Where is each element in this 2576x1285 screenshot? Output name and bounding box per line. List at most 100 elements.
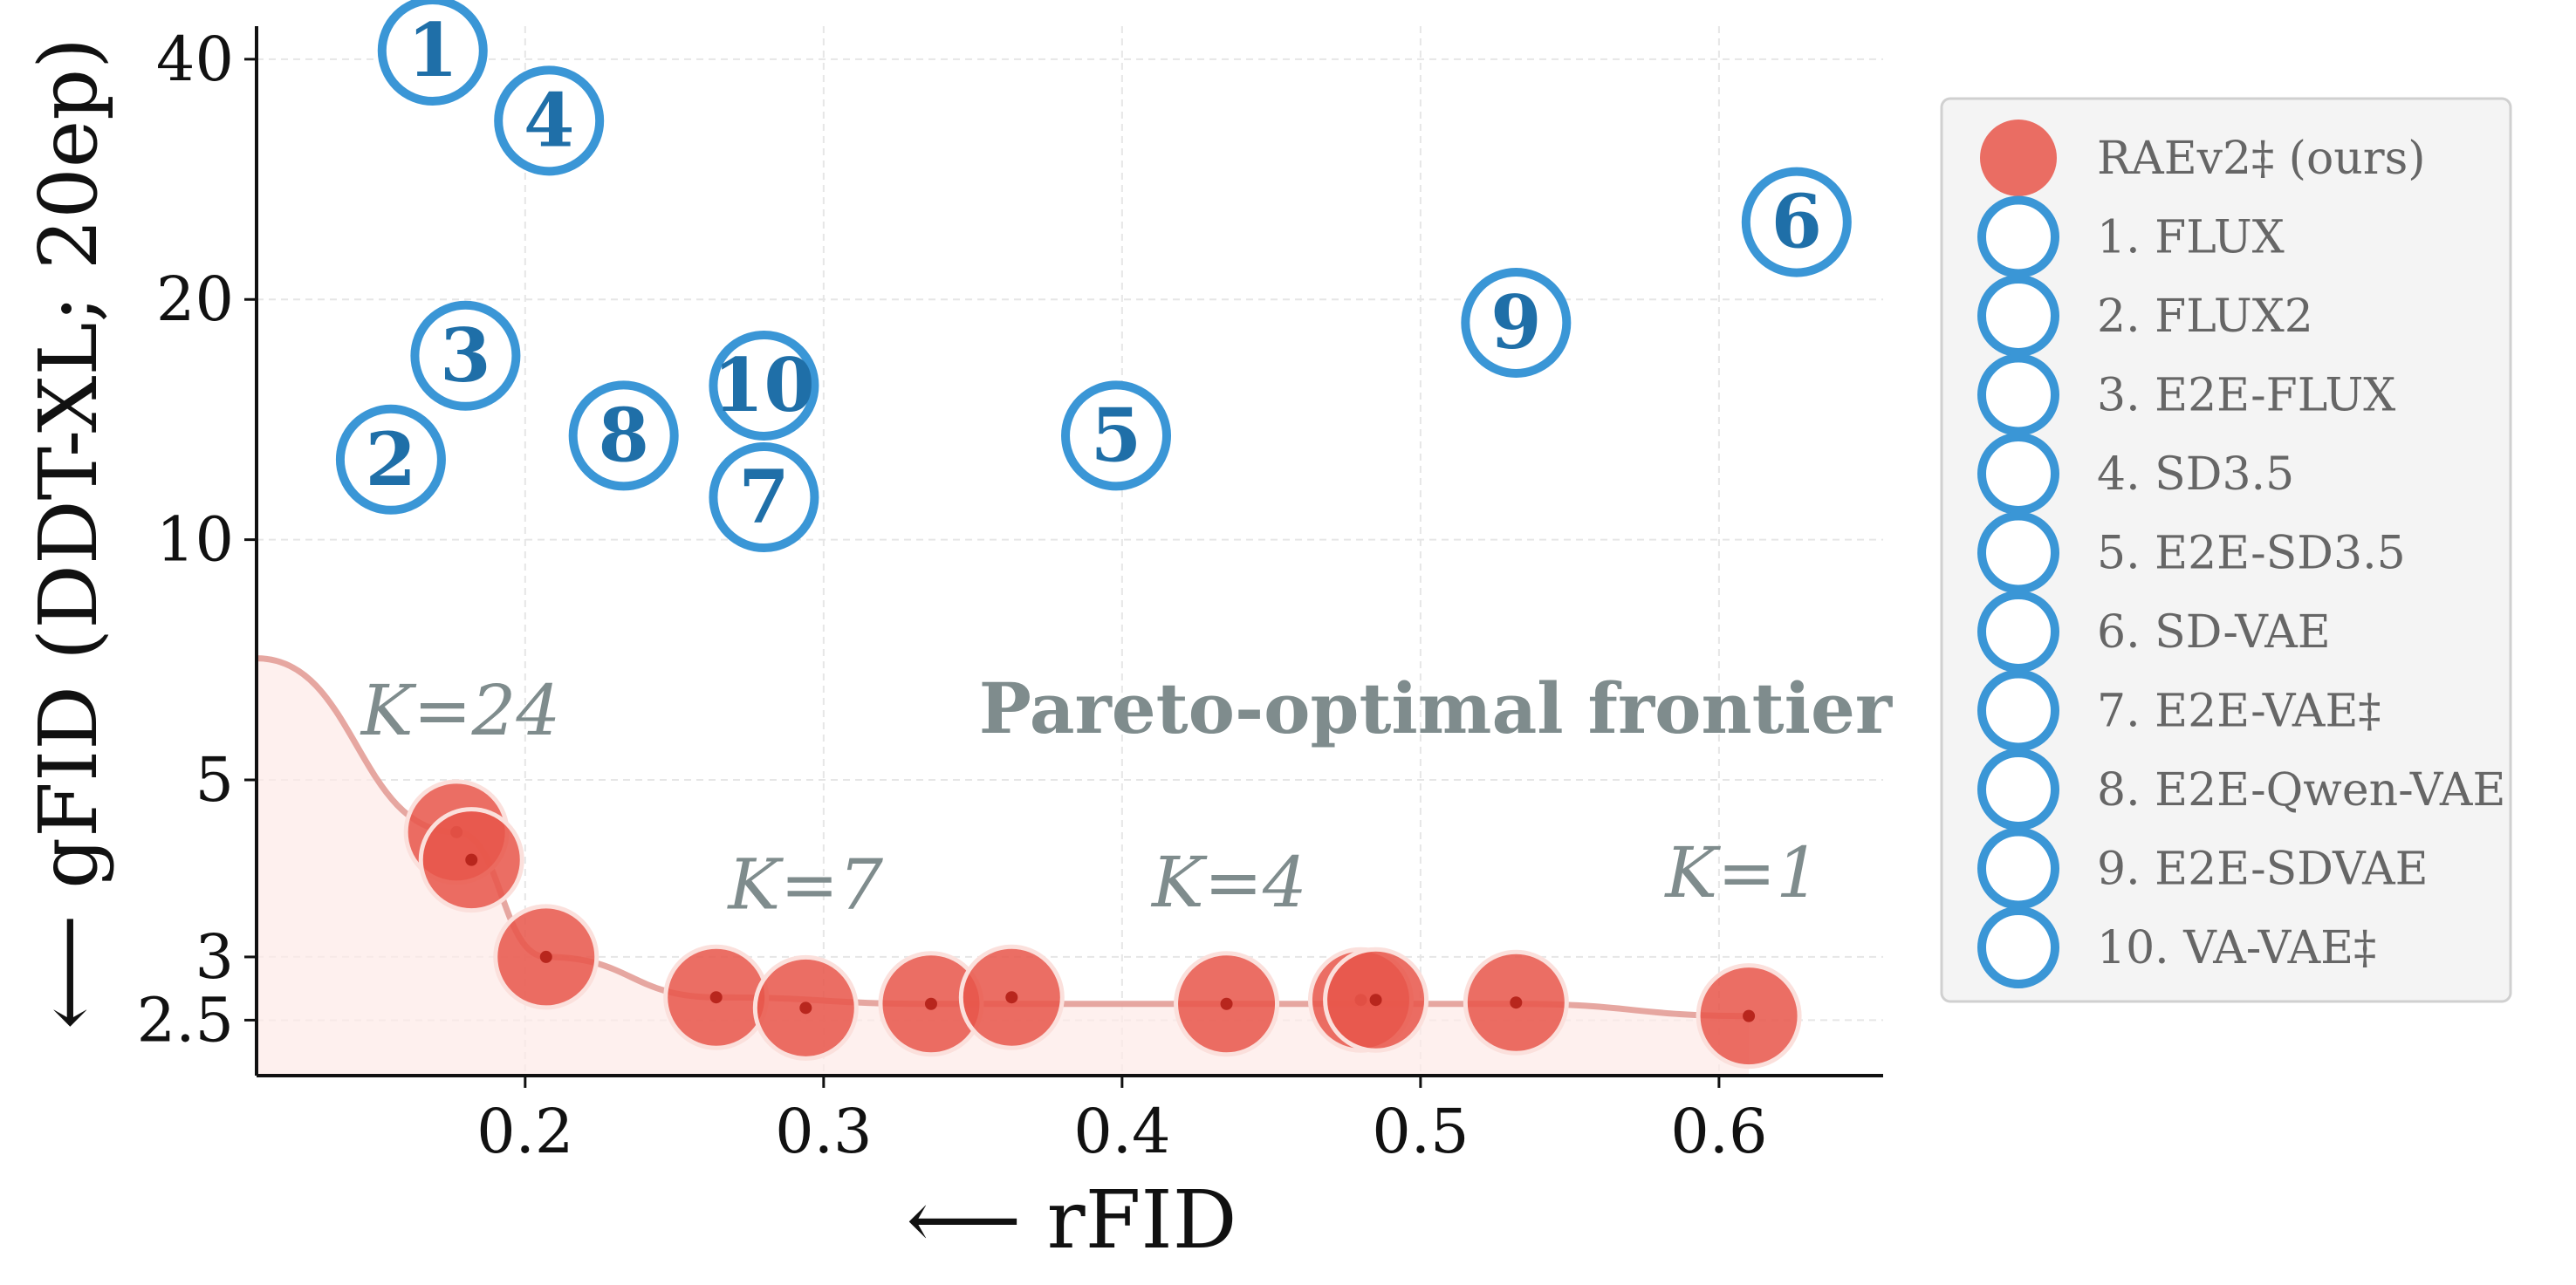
raev2-point [1174,951,1280,1057]
baseline-point-10: 10 [709,330,819,441]
raev2-center-dot [1220,997,1233,1010]
baseline-number-label: 1 [408,7,458,93]
legend-label: 7. E2E-VAE‡ [2097,686,2381,738]
y-tick-label: 3 [195,921,234,993]
baseline-marker [568,380,679,491]
raev2-point [493,904,599,1010]
legend-swatch-ring [1977,591,2059,673]
legend-swatch-ring [1977,906,2059,988]
raev2-center-dot [709,991,723,1004]
y-tick-label: 40 [156,24,234,95]
legend-swatch-ring [1977,433,2059,515]
raev2-center-dot [465,853,478,866]
legend-label: RAEv2‡ (ours) [2097,133,2426,185]
annotations: K=24 K=7 K=4 K=1 Pareto-optimal frontier [360,667,1893,925]
k-label: K=4 [1150,842,1307,923]
raev2-point [1323,947,1429,1053]
raev2-center-dot [1005,991,1018,1004]
x-tick-label: 0.2 [476,1096,573,1167]
legend-label: 4. SD3.5 [2097,448,2294,501]
baseline-marker [410,300,521,411]
raev2-point [418,807,524,913]
raev2-point [1463,949,1569,1056]
legend: RAEv2‡ (ours) 1. FLUX 2. FLUX2 3. E2E-FLUX 4… [1940,97,2512,1003]
baseline-point-8: 8 [568,380,679,491]
raev2-point [752,954,859,1061]
legend-box [1940,97,2512,1003]
legend-swatch-ring [1977,827,2059,910]
legend-label: 6. SD-VAE [2097,606,2331,659]
y-tick-label: 2.5 [137,984,234,1056]
legend-swatch-ring [1977,275,2059,357]
legend-entry: 9. E2E-SDVAE [1977,827,2429,910]
legend-entry: 1. FLUX [1977,195,2285,278]
baseline-point-1: 1 [377,0,488,106]
y-tick-label: 10 [156,504,234,576]
baseline-point-7: 7 [709,442,819,553]
baseline-number-label: 4 [524,77,574,163]
baseline-number-label: 6 [1771,179,1822,265]
y-axis-title: ⟵ gFID (DDT-XL; 20ep) [22,38,115,1029]
legend-entry: 6. SD-VAE [1977,591,2331,673]
y-tick-label: 5 [195,744,234,816]
baseline-number-label: 8 [598,392,648,478]
legend-entry: 10. VA-VAE‡ [1977,906,2376,988]
legend-label: 10. VA-VAE‡ [2097,922,2376,974]
baseline-marker [377,0,488,106]
baseline-number-label: 10 [713,342,815,428]
legend-entry: 8. E2E-Qwen-VAE [1977,748,2505,830]
baseline-point-3: 3 [410,300,521,411]
baseline-marker [709,442,819,553]
legend-label: 8. E2E-Qwen-VAE [2097,764,2505,817]
baseline-point-4: 4 [494,65,605,176]
legend-label: 2. FLUX2 [2097,290,2313,343]
k-label: K=24 [360,670,561,751]
baseline-point-6: 6 [1741,167,1852,277]
legend-label: 9. E2E-SDVAE [2097,844,2429,896]
legend-entry: 7. E2E-VAE‡ [1977,669,2381,752]
raev2-center-dot [1743,1009,1756,1022]
baseline-number-label: 7 [738,454,789,540]
baseline-number-label: 3 [440,312,490,399]
raev2-point [1696,963,1802,1070]
legend-swatch-ring [1977,511,2059,594]
legend-swatch-ring [1977,748,2059,830]
baseline-point-5: 5 [1061,380,1172,491]
legend-swatch-ring [1977,195,2059,278]
legend-swatch-ring [1977,353,2059,436]
baseline-marker [1061,380,1172,491]
legend-label: 3. E2E-FLUX [2097,370,2395,422]
legend-entry: 4. SD3.5 [1977,433,2294,515]
x-tick-label: 0.4 [1073,1096,1170,1167]
raev2-center-dot [924,997,937,1010]
baseline-number-label: 9 [1490,279,1541,366]
raev2-center-dot [1369,994,1382,1007]
legend-entry: 2. FLUX2 [1977,275,2313,357]
raev2-center-dot [799,1001,812,1015]
baseline-marker [1461,267,1572,378]
legend-entry: RAEv2‡ (ours) [1980,120,2426,196]
baseline-marker [1741,167,1852,277]
legend-swatch-ring [1977,669,2059,752]
k-label: K=7 [726,844,883,925]
baseline-marker [709,330,819,441]
legend-entry: 5. E2E-SD3.5 [1977,511,2406,594]
legend-swatch-filled [1980,120,2057,196]
x-tick-label: 0.3 [775,1096,872,1167]
x-tick-label: 0.6 [1670,1096,1767,1167]
raev2-point [663,944,770,1050]
baseline-point-9: 9 [1461,267,1572,378]
k-label: K=1 [1663,832,1820,913]
baseline-number-label: 5 [1091,392,1141,478]
pareto-frontier-label: Pareto-optimal frontier [979,667,1893,749]
baseline-number-label: 2 [366,416,416,502]
y-tick-label: 20 [156,263,234,335]
baseline-marker [335,404,446,515]
raev2-point [958,944,1065,1050]
baseline-marker [494,65,605,176]
legend-entry: 3. E2E-FLUX [1977,353,2395,436]
legend-label: 5. E2E-SD3.5 [2097,528,2406,580]
